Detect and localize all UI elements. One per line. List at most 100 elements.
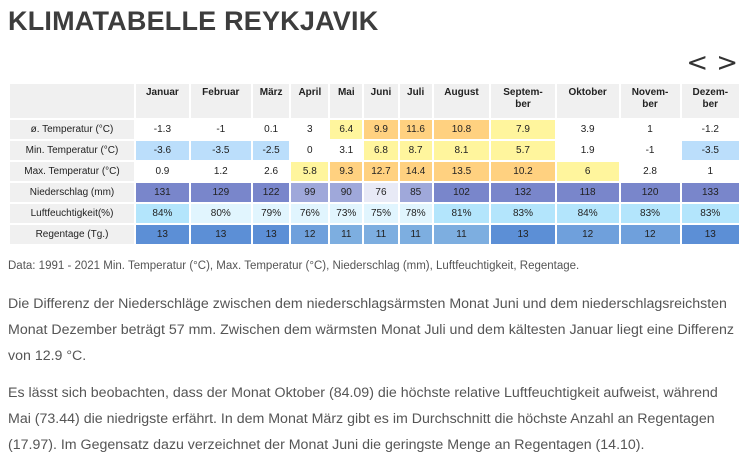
table-cell: 6.4 bbox=[330, 120, 363, 139]
month-header-line: Septem- bbox=[503, 87, 543, 98]
table-cell: 84% bbox=[556, 204, 619, 223]
table-cell: 83% bbox=[681, 204, 739, 223]
table-cell: 13 bbox=[136, 225, 189, 244]
summary-paragraph: Die Differenz der Niederschläge zwischen… bbox=[8, 296, 735, 364]
table-cell: -3.6 bbox=[136, 141, 189, 160]
month-header: Juli bbox=[399, 84, 432, 118]
table-cell: -2.5 bbox=[252, 141, 290, 160]
table-cell: 13 bbox=[190, 225, 251, 244]
month-header-line: August bbox=[444, 87, 479, 98]
table-navigation: < > bbox=[686, 50, 738, 76]
table-cell: 11 bbox=[330, 225, 363, 244]
table-cell: 11 bbox=[433, 225, 490, 244]
table-cell: 99 bbox=[291, 183, 329, 202]
month-header: Februar bbox=[190, 84, 251, 118]
table-cell: -1.2 bbox=[681, 120, 739, 139]
table-cell: 11.6 bbox=[399, 120, 432, 139]
table-cell: -1 bbox=[620, 141, 680, 160]
month-header-line: ber bbox=[702, 99, 719, 110]
table-cell: -3.5 bbox=[681, 141, 739, 160]
table-cell: 83% bbox=[491, 204, 555, 223]
table-cell: 13 bbox=[681, 225, 739, 244]
month-header: Januar bbox=[136, 84, 189, 118]
table-cell: 80% bbox=[190, 204, 251, 223]
month-header-line: Oktober bbox=[568, 87, 607, 98]
table-cell: 132 bbox=[491, 183, 555, 202]
table-row: Luftfeuchtigkeit(%) 84% 80% 79% 76% 73% 75% 78%… bbox=[10, 204, 739, 223]
table-cell: 118 bbox=[556, 183, 619, 202]
row-label: Niederschlag (mm) bbox=[10, 183, 134, 202]
table-cell: 13 bbox=[252, 225, 290, 244]
row-label: ø. Temperatur (°C) bbox=[10, 120, 134, 139]
table-cell: 81% bbox=[433, 204, 490, 223]
table-cell: 133 bbox=[681, 183, 739, 202]
table-cell: 122 bbox=[252, 183, 290, 202]
table-cell: 10.8 bbox=[433, 120, 490, 139]
table-cell: 12.7 bbox=[364, 162, 398, 181]
table-cell: 2.6 bbox=[252, 162, 290, 181]
row-label: Luftfeuchtigkeit(%) bbox=[10, 204, 134, 223]
table-cell: 13 bbox=[491, 225, 555, 244]
table-cell: 14.4 bbox=[399, 162, 432, 181]
table-cell: 11 bbox=[364, 225, 398, 244]
table-cell: 9.9 bbox=[364, 120, 398, 139]
table-row: Min. Temperatur (°C) -3.6 -3.5 -2.5 0 3.1 6.8 8… bbox=[10, 141, 739, 160]
climate-table-body: ø. Temperatur (°C) -1.3 -1 0.1 3 6.4 9.9 11.6 10… bbox=[10, 120, 739, 244]
row-label: Min. Temperatur (°C) bbox=[10, 141, 134, 160]
table-cell: 3 bbox=[291, 120, 329, 139]
month-header-line: ber bbox=[515, 99, 531, 110]
table-cell: 1.9 bbox=[556, 141, 619, 160]
month-header: Dezem-ber bbox=[681, 84, 739, 118]
table-cell: 11 bbox=[399, 225, 432, 244]
month-header: April bbox=[291, 84, 329, 118]
table-cell: 83% bbox=[620, 204, 680, 223]
table-cell: 1 bbox=[681, 162, 739, 181]
month-header: Novem-ber bbox=[620, 84, 680, 118]
table-cell: -1.3 bbox=[136, 120, 189, 139]
table-cell: 0.1 bbox=[252, 120, 290, 139]
table-cell: 1 bbox=[620, 120, 680, 139]
table-cell: 75% bbox=[364, 204, 398, 223]
month-header: August bbox=[433, 84, 490, 118]
table-cell: 78% bbox=[399, 204, 432, 223]
month-header: Juni bbox=[364, 84, 398, 118]
month-header-line: Juli bbox=[407, 87, 425, 98]
table-cell: 5.7 bbox=[491, 141, 555, 160]
page-title: KLIMATABELLE REYKJAVIK bbox=[8, 6, 379, 36]
data-source-note: Data: 1991 - 2021 Min. Temperatur (°C), … bbox=[8, 260, 580, 272]
prev-arrow-icon[interactable]: < bbox=[686, 48, 709, 78]
table-cell: 1.2 bbox=[190, 162, 251, 181]
table-cell: 7.9 bbox=[491, 120, 555, 139]
table-cell: 3.9 bbox=[556, 120, 619, 139]
table-cell: 90 bbox=[330, 183, 363, 202]
table-cell: 8.7 bbox=[399, 141, 432, 160]
summary-paragraph: Es lässt sich beobachten, dass der Monat… bbox=[8, 385, 718, 453]
table-cell: 6.8 bbox=[364, 141, 398, 160]
table-cell: 10.2 bbox=[491, 162, 555, 181]
table-cell: 79% bbox=[252, 204, 290, 223]
table-row: Regentage (Tg.) 13 13 13 12 11 11 11 11 13 12 12 13 bbox=[10, 225, 739, 244]
table-cell: 102 bbox=[433, 183, 490, 202]
month-header-line: Januar bbox=[146, 87, 179, 98]
table-cell: 12 bbox=[291, 225, 329, 244]
table-cell: 85 bbox=[399, 183, 432, 202]
table-cell: 8.1 bbox=[433, 141, 490, 160]
table-cell: 6 bbox=[556, 162, 619, 181]
month-header-line: Mai bbox=[337, 87, 355, 98]
table-cell: 2.8 bbox=[620, 162, 680, 181]
month-header-line: März bbox=[259, 87, 283, 98]
table-cell: -1 bbox=[190, 120, 251, 139]
month-header-line: ber bbox=[642, 99, 658, 110]
table-row: Niederschlag (mm) 131 129 122 99 90 76 85 102 132… bbox=[10, 183, 739, 202]
row-label: Regentage (Tg.) bbox=[10, 225, 134, 244]
month-header: Septem-ber bbox=[491, 84, 555, 118]
table-cell: 9.3 bbox=[330, 162, 363, 181]
table-cell: 13.5 bbox=[433, 162, 490, 181]
table-cell: 3.1 bbox=[330, 141, 363, 160]
next-arrow-icon[interactable]: > bbox=[716, 48, 738, 78]
table-cell: 120 bbox=[620, 183, 680, 202]
table-cell: 76% bbox=[291, 204, 329, 223]
month-header-line: Februar bbox=[202, 87, 240, 98]
month-header-line: Juni bbox=[370, 87, 392, 98]
table-cell: 76 bbox=[364, 183, 398, 202]
